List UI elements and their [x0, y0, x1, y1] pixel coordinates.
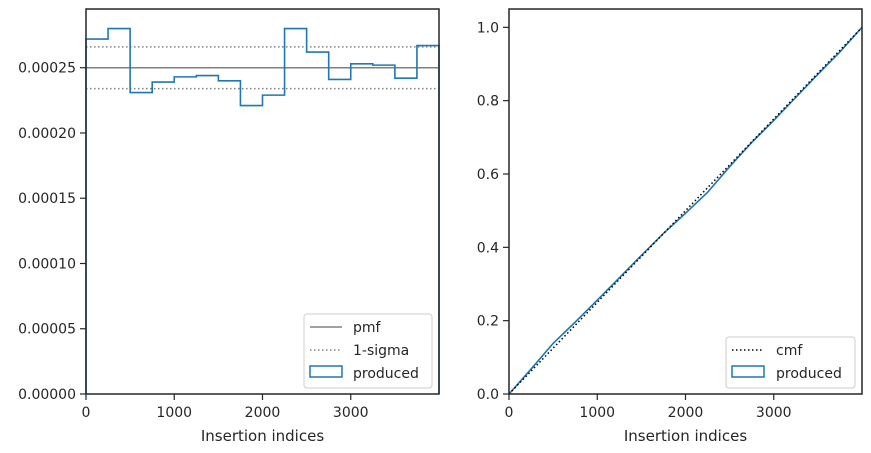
produced-step-series [85, 27, 440, 394]
right-x-tick-label-2: 2000 [668, 405, 704, 421]
cmf-chart: 0 1000 2000 3000 0.0 0.2 0.4 0.6 0.8 1.0 Insertio… [477, 8, 863, 445]
legend-sigma-label: 1-sigma [353, 343, 409, 359]
right-y-tick-label-3: 0.6 [477, 167, 499, 183]
left-x-axis-label: Insertion indices [201, 427, 324, 445]
left-y-tick-label-1: 0.00005 [18, 322, 76, 338]
left-x-tick-label-1: 1000 [156, 405, 192, 421]
legend-produced-swatch [731, 365, 765, 378]
right-x-axis-label: Insertion indices [624, 427, 747, 445]
right-x-tick-label-0: 0 [505, 405, 514, 421]
right-plot-area [508, 26, 863, 395]
right-x-tick-label-3: 3000 [756, 405, 792, 421]
left-x-tick-label-0: 0 [82, 405, 91, 421]
left-axes-frame [85, 8, 440, 395]
pmf-histogram-chart: 0 1000 2000 3000 0.00000 0.00005 0.00010 0.0001… [18, 8, 440, 445]
right-legend: cmf produced [725, 336, 856, 389]
right-axis-ticks: 0 1000 2000 3000 0.0 0.2 0.4 0.6 0.8 1.0 [477, 20, 792, 421]
left-y-tick-label-0: 0.00000 [18, 387, 76, 403]
left-x-tick-label-2: 2000 [245, 405, 281, 421]
left-plot-area [85, 27, 440, 394]
right-axes-frame [508, 8, 863, 395]
left-y-tick-label-2: 0.00010 [18, 256, 76, 272]
left-x-tick-label-3: 3000 [333, 405, 369, 421]
right-y-tick-label-5: 1.0 [477, 20, 499, 36]
cmf-line [508, 26, 863, 395]
left-legend-box [303, 313, 433, 389]
left-axis-ticks: 0 1000 2000 3000 0.00000 0.00005 0.00010 0.0001… [18, 61, 368, 421]
right-y-tick-label-4: 0.8 [477, 94, 499, 110]
legend-produced-swatch [309, 365, 343, 378]
legend-produced-label: produced [353, 366, 419, 382]
produced-cumulative-series [508, 26, 863, 395]
left-legend: pmf 1-sigma produced [303, 313, 433, 389]
legend-pmf-label: pmf [353, 320, 382, 336]
right-y-tick-label-1: 0.2 [477, 314, 499, 330]
left-y-tick-label-5: 0.00025 [18, 61, 76, 77]
right-legend-box [725, 336, 856, 389]
right-x-tick-label-1: 1000 [579, 405, 615, 421]
legend-produced-label: produced [776, 366, 842, 382]
left-y-tick-label-3: 0.00015 [18, 191, 76, 207]
legend-cmf-label: cmf [776, 343, 803, 359]
right-y-tick-label-0: 0.0 [477, 387, 499, 403]
left-y-tick-label-4: 0.00020 [18, 126, 76, 142]
right-y-tick-label-2: 0.4 [477, 240, 499, 256]
